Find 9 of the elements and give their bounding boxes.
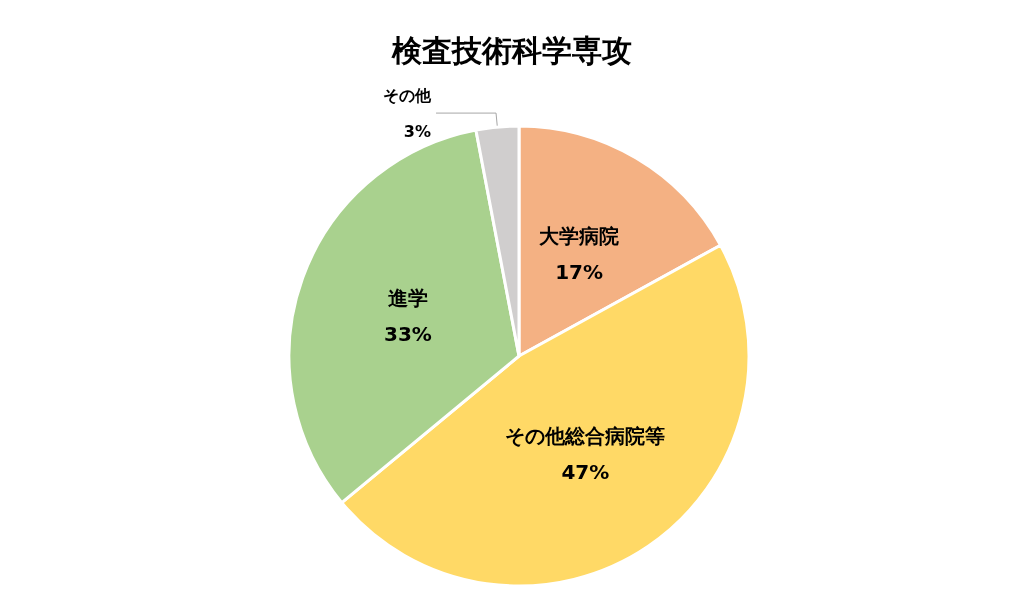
data-label: 33% [384,322,432,347]
data-label: 3% [403,121,432,141]
slice-label: 進学 [387,286,428,311]
chart-title: 検査技術科学専攻 [391,32,632,68]
slice-label: その他総合病院等 [505,423,666,448]
data-label: 17% [555,260,603,285]
slice-label: その他 [383,85,433,105]
data-label: 47% [561,459,610,484]
slice-label: 大学病院 [539,224,620,249]
